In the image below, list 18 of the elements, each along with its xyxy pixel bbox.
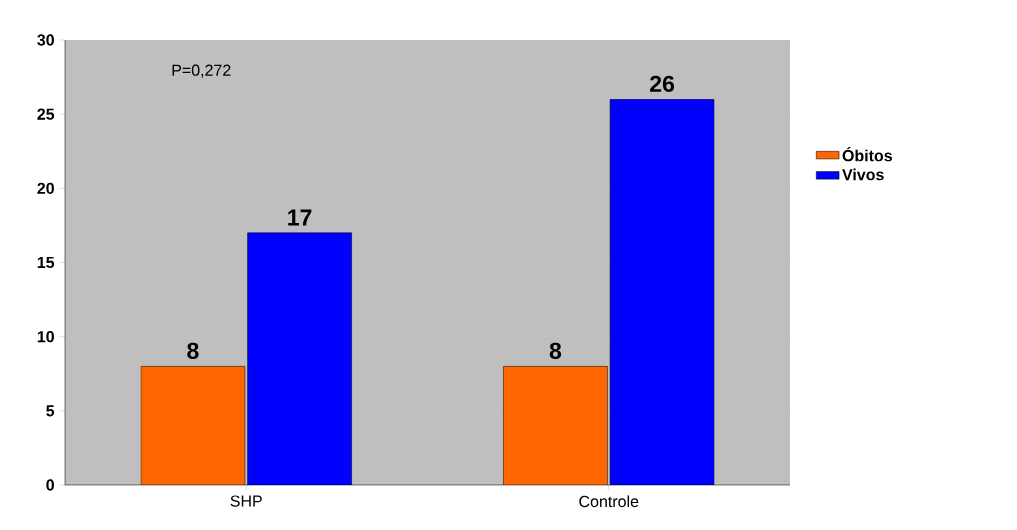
y-tick-label: 10 xyxy=(37,331,54,343)
legend-label: Óbitos xyxy=(842,147,892,162)
annotation: P=0,272 xyxy=(172,64,231,78)
legend-label: Vivos xyxy=(842,168,884,181)
bar xyxy=(503,366,608,485)
y-tick-label: 30 xyxy=(37,34,54,46)
data-label: 8 xyxy=(187,342,199,359)
y-tick-label: 15 xyxy=(37,256,55,269)
data-label: 26 xyxy=(650,75,675,92)
y-tick-label: 20 xyxy=(37,182,54,194)
data-label: 17 xyxy=(288,209,312,226)
y-tick-label: 25 xyxy=(37,108,55,120)
bar xyxy=(140,366,245,485)
y-tick-label: 5 xyxy=(46,405,55,417)
x-tick-label: SHP xyxy=(230,495,262,507)
x-tick-label: Controle xyxy=(579,495,639,508)
data-label: 8 xyxy=(549,342,562,359)
y-tick-label: 0 xyxy=(46,479,54,491)
